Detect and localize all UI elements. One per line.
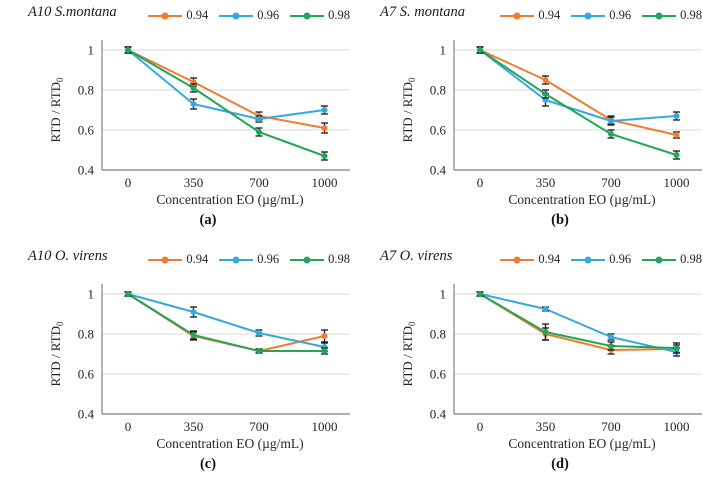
legend-item-098: 0.98 [642,8,702,23]
svg-text:RTD / RTD0: RTD / RTD0 [400,321,417,387]
line-marker-icon [290,256,325,263]
legend-item-094: 0.94 [148,252,208,267]
legend-item-096: 0.96 [571,252,631,267]
legend-item-094: 0.94 [500,8,560,23]
svg-text:0: 0 [477,419,484,434]
svg-text:350: 350 [536,419,556,434]
svg-text:0.4: 0.4 [78,163,95,178]
line-marker-icon [219,12,254,19]
svg-text:RTD / RTD0: RTD / RTD0 [48,321,65,387]
svg-text:1: 1 [440,43,447,58]
svg-text:0.6: 0.6 [78,367,95,382]
svg-text:0.4: 0.4 [78,407,95,422]
svg-text:700: 700 [601,419,621,434]
legend-label: 0.94 [538,8,561,22]
legend-item-094: 0.94 [148,8,208,23]
legend-label: 0.96 [257,252,280,266]
svg-text:0.6: 0.6 [430,123,447,138]
svg-text:0: 0 [125,175,132,190]
svg-text:700: 700 [249,175,269,190]
svg-text:0.8: 0.8 [78,327,94,342]
svg-text:Concentration EO (µg/mL): Concentration EO (µg/mL) [156,436,303,451]
panel-caption-b: (b) [551,212,569,228]
svg-text:0.8: 0.8 [430,327,446,342]
chart-canvas-b: 1 0.8 0.6 0.4 RTD / RTD0 0 350 700 1000 Concentra… [400,40,702,207]
svg-text:0: 0 [477,175,484,190]
svg-text:0.4: 0.4 [430,163,447,178]
svg-text:700: 700 [601,175,621,190]
line-marker-icon [642,12,677,19]
svg-text:0.4: 0.4 [430,407,447,422]
legend-label: 0.98 [328,252,350,266]
legend-label: 0.94 [538,252,561,266]
chart-legend: 0.94 0.96 0.98 [500,8,702,23]
panel-caption-a: (a) [199,212,217,228]
svg-text:1000: 1000 [312,419,338,434]
svg-text:700: 700 [249,419,269,434]
legend-label: 0.96 [609,252,632,266]
line-marker-icon [148,12,183,19]
chart-title: A10 O. virens [28,248,108,264]
svg-text:350: 350 [536,175,556,190]
svg-text:0.6: 0.6 [78,123,95,138]
panel-caption-c: (c) [199,456,217,472]
chart-legend: 0.94 0.96 0.98 [148,252,350,267]
chart-title: A7 S. montana [380,4,465,20]
chart-panel-d: A7 O. virens 0.94 0.96 0.98 1 0.8 0.6 0.4 RT… [352,244,703,487]
svg-text:1: 1 [440,287,447,302]
svg-text:0.8: 0.8 [78,83,94,98]
line-marker-icon [571,12,606,19]
chart-title: A10 S.montana [28,4,117,20]
legend-label: 0.98 [328,8,350,22]
line-marker-icon [500,256,535,263]
chart-panel-b: A7 S. montana 0.94 0.96 0.98 1 0.8 0.6 0.4 R… [352,0,703,243]
chart-panel-a: A10 S.montana 0.94 0.96 0.98 1 0.8 0.6 0.4 R… [0,0,351,243]
svg-text:0.6: 0.6 [430,367,447,382]
legend-label: 0.98 [680,8,702,22]
chart-canvas-d: 1 0.8 0.6 0.4 RTD / RTD0 0 350 700 1000 Concentra… [400,284,702,451]
svg-text:1: 1 [88,287,95,302]
svg-text:Concentration EO (µg/mL): Concentration EO (µg/mL) [156,192,303,207]
svg-text:Concentration EO (µg/mL): Concentration EO (µg/mL) [508,192,655,207]
svg-text:1000: 1000 [312,175,338,190]
svg-text:RTD / RTD0: RTD / RTD0 [48,77,65,143]
legend-item-094: 0.94 [500,252,560,267]
svg-text:1000: 1000 [664,175,690,190]
svg-text:1000: 1000 [664,419,690,434]
panel-caption-d: (d) [551,456,569,472]
line-marker-icon [290,12,325,19]
legend-item-096: 0.96 [219,252,279,267]
legend-item-098: 0.98 [290,8,350,23]
svg-text:0: 0 [125,419,132,434]
legend-item-098: 0.98 [290,252,350,267]
chart-canvas-a: 1 0.8 0.6 0.4 RTD / RTD0 0 350 700 1000 Concentra… [48,40,350,207]
legend-item-098: 0.98 [642,252,702,267]
line-marker-icon [500,12,535,19]
line-marker-icon [148,256,183,263]
legend-item-096: 0.96 [571,8,631,23]
line-marker-icon [571,256,606,263]
chart-legend: 0.94 0.96 0.98 [148,8,350,23]
chart-legend: 0.94 0.96 0.98 [500,252,702,267]
line-marker-icon [642,256,677,263]
svg-text:0.8: 0.8 [430,83,446,98]
legend-label: 0.94 [186,252,209,266]
legend-label: 0.94 [186,8,209,22]
legend-label: 0.98 [680,252,702,266]
legend-item-096: 0.96 [219,8,279,23]
legend-label: 0.96 [609,8,632,22]
svg-text:350: 350 [184,175,204,190]
legend-label: 0.96 [257,8,280,22]
svg-text:RTD / RTD0: RTD / RTD0 [400,77,417,143]
line-marker-icon [219,256,254,263]
svg-text:1: 1 [88,43,95,58]
svg-text:Concentration EO (µg/mL): Concentration EO (µg/mL) [508,436,655,451]
chart-title: A7 O. virens [380,248,453,264]
svg-text:350: 350 [184,419,204,434]
chart-panel-c: A10 O. virens 0.94 0.96 0.98 1 0.8 0.6 0.4 R… [0,244,351,487]
chart-canvas-c: 1 0.8 0.6 0.4 RTD / RTD0 0 350 700 1000 Concentra… [48,284,350,451]
